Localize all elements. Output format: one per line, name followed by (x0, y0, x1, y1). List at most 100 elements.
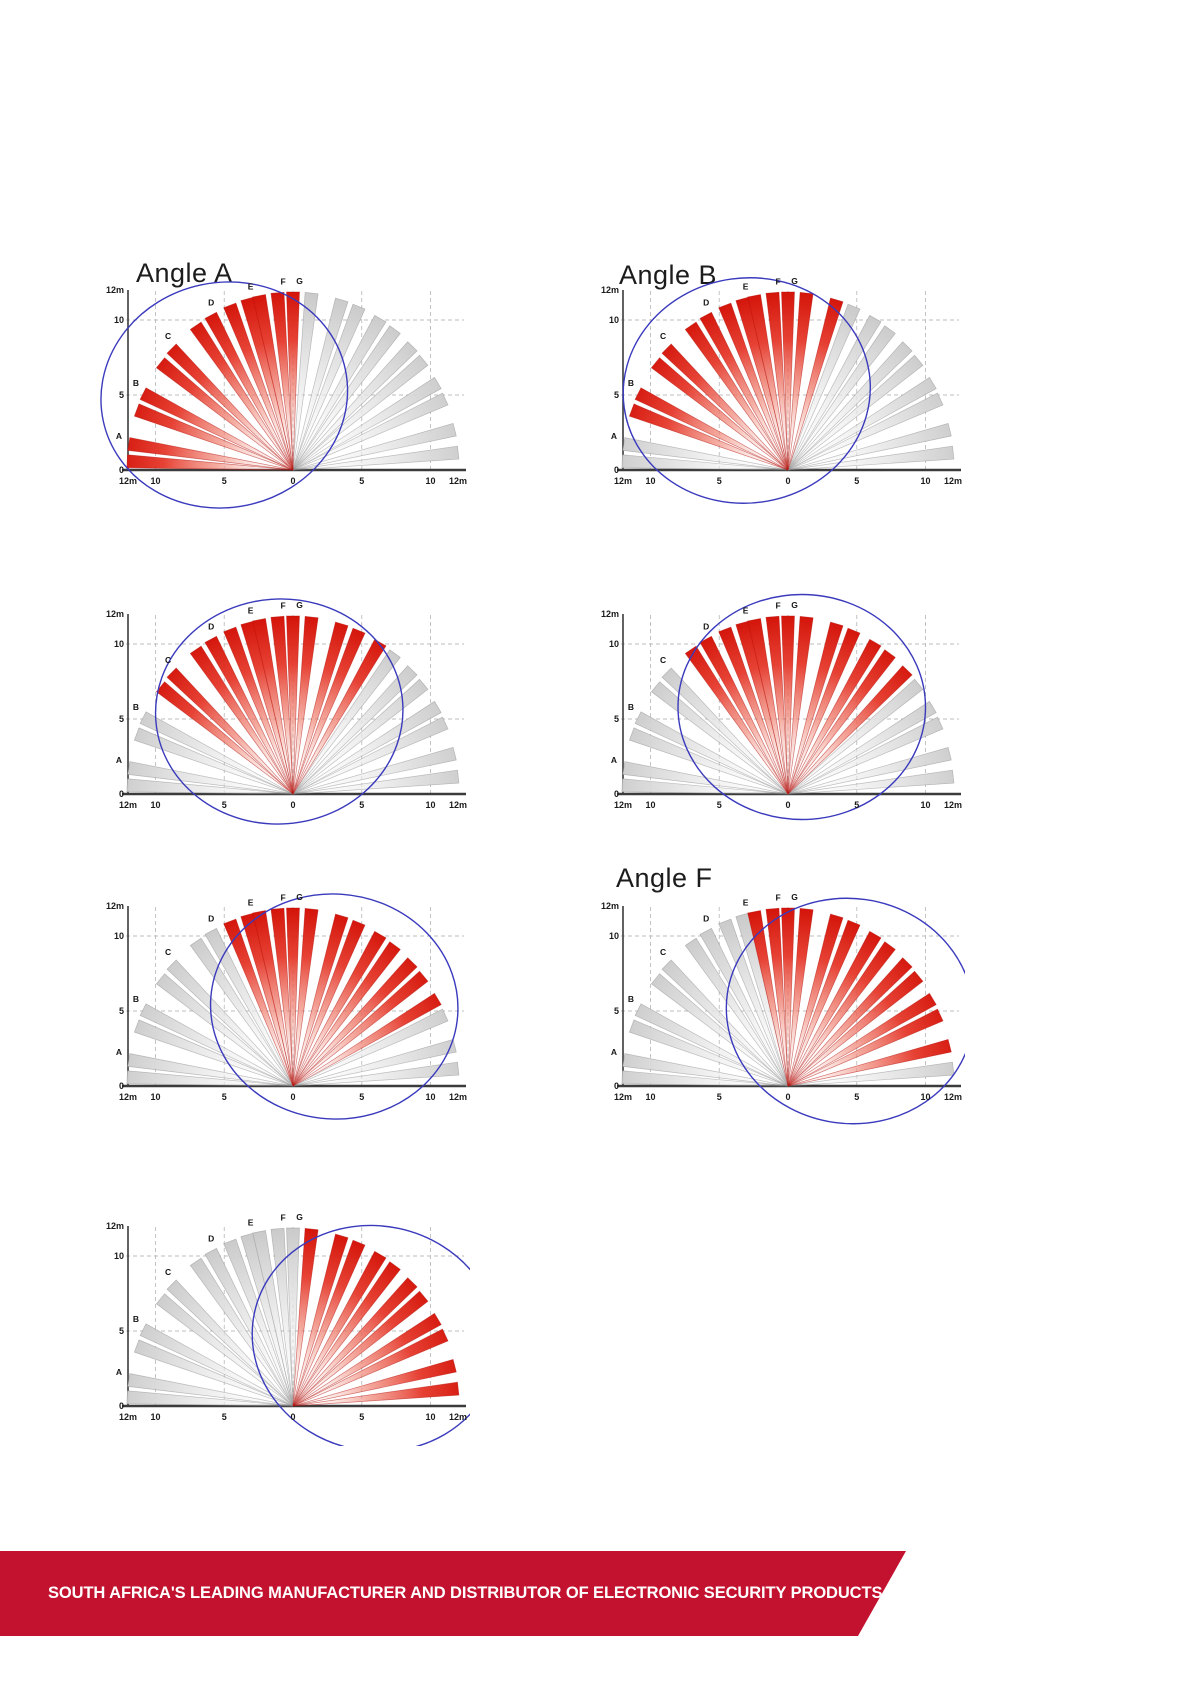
beam-active (787, 992, 937, 1087)
x-tick-label: 12m (449, 800, 467, 810)
chart-title-angle-f: Angle F (616, 863, 713, 893)
beam-active (133, 403, 294, 471)
beam-active (292, 638, 387, 795)
x-tick-label: 12m (119, 1412, 137, 1422)
beam-letter-label: D (208, 1233, 214, 1243)
beam-inactive (787, 445, 955, 471)
x-tick-label: 12m (449, 1092, 467, 1102)
x-tick-label: 12m (614, 476, 632, 486)
beam-active (292, 1239, 366, 1407)
beam-active (292, 919, 366, 1087)
beam-active (292, 1228, 319, 1407)
beam-letter-label: G (296, 892, 303, 902)
beam-active (166, 343, 294, 471)
beam-active (787, 919, 861, 1087)
beam-active (787, 665, 913, 795)
beam-letter-label: F (280, 600, 285, 610)
beam-inactive (787, 716, 944, 795)
beam-letter-label: D (703, 621, 709, 631)
x-tick-label: 5 (717, 476, 722, 486)
beam-active (787, 908, 814, 1087)
x-tick-label: 10 (645, 476, 655, 486)
beam-active (292, 908, 319, 1087)
fan-chart-angle-e: A B C D E F G 12m 10 5 0 5 10 12m 12m 10 5 0 (100, 884, 470, 1126)
fan-chart-svg: A B C D E F G 12m 10 5 0 5 10 12m 12m 10 5 0 (601, 276, 962, 504)
beam-letter-label: E (248, 898, 254, 908)
beam-inactive (127, 1373, 294, 1407)
beam-active (787, 627, 861, 795)
beam-inactive (634, 1003, 789, 1087)
x-tick-label: 5 (717, 1092, 722, 1102)
beam-active (787, 649, 896, 795)
beam-letter-label: G (791, 276, 798, 286)
y-tick-label: 10 (114, 315, 124, 325)
y-tick-label: 0 (614, 1081, 619, 1091)
fan-chart-angle-b: A B C D E F G 12m 10 5 0 5 10 12m 12m 10 5 0 (595, 268, 965, 510)
beam-letter-label: G (296, 600, 303, 610)
beam-inactive (204, 927, 294, 1087)
x-tick-label: 12m (944, 800, 962, 810)
x-tick-label: 12m (614, 800, 632, 810)
beam-letter-label: A (116, 1367, 122, 1377)
coverage-ellipse (251, 1224, 470, 1446)
x-tick-label: 12m (119, 476, 137, 486)
y-tick-label: 12m (601, 901, 619, 911)
beam-active (292, 913, 349, 1087)
coverage-ellipse (154, 598, 404, 825)
coverage-ellipse (622, 277, 871, 504)
beam-inactive (127, 1053, 294, 1087)
beam-letter-label: B (628, 702, 634, 712)
beam-active (747, 618, 789, 795)
beam-inactive (292, 422, 457, 471)
beam-active (699, 635, 789, 795)
beam-active (292, 1328, 449, 1407)
beam-active (684, 321, 789, 471)
beam-active (781, 615, 795, 795)
beam-active (292, 941, 401, 1087)
fan-chart-svg: A B C D E F G 12m 10 5 0 5 10 12m 12m 10 5 0 (106, 1212, 470, 1446)
x-tick-label: 0 (785, 1092, 790, 1102)
beam-inactive (155, 1293, 294, 1407)
x-tick-label: 10 (425, 476, 435, 486)
fan-chart-angle-a: A B C D E F G 12m 10 5 0 5 10 12m 12m 10 5 0 (100, 268, 470, 510)
beam-inactive (155, 973, 294, 1087)
x-tick-label: 10 (425, 1092, 435, 1102)
beam-letter-label: D (703, 297, 709, 307)
x-tick-label: 10 (150, 800, 160, 810)
beam-inactive (292, 678, 429, 795)
beam-active (781, 291, 795, 471)
beam-inactive (787, 341, 913, 471)
y-tick-label: 0 (614, 465, 619, 475)
beam-inactive (292, 392, 449, 471)
x-tick-label: 10 (920, 1092, 930, 1102)
x-tick-label: 12m (119, 1092, 137, 1102)
beam-active (787, 297, 844, 471)
beam-inactive (634, 711, 789, 795)
beam-inactive (292, 341, 418, 471)
coverage-ellipse (725, 897, 965, 1125)
beam-inactive (787, 325, 896, 471)
y-tick-label: 0 (614, 789, 619, 799)
x-tick-label: 5 (717, 800, 722, 810)
fan-chart-svg: A B C D E F G 12m 10 5 0 5 10 12m 12m 10 5 0 (106, 892, 467, 1120)
beam-active (139, 387, 294, 471)
beam-active (204, 311, 294, 471)
beam-active (787, 616, 814, 795)
beam-active (292, 1358, 457, 1407)
fan-chart-svg: A B C D E F G 12m 10 5 0 5 10 12m 12m 10 5 0 (601, 593, 962, 821)
beam-active (787, 913, 844, 1087)
y-tick-label: 12m (106, 901, 124, 911)
beam-inactive (661, 959, 789, 1087)
beam-letter-label: A (611, 755, 617, 765)
x-tick-label: 10 (150, 1092, 160, 1102)
beam-inactive (252, 1230, 294, 1407)
beam-active (747, 294, 789, 471)
beam-active (718, 626, 789, 795)
beam-inactive (126, 1390, 294, 1407)
x-tick-label: 0 (785, 800, 790, 810)
beam-active (292, 621, 349, 795)
y-tick-label: 10 (114, 639, 124, 649)
beam-active (787, 941, 896, 1087)
beam-inactive (139, 711, 294, 795)
beam-active (661, 343, 789, 471)
